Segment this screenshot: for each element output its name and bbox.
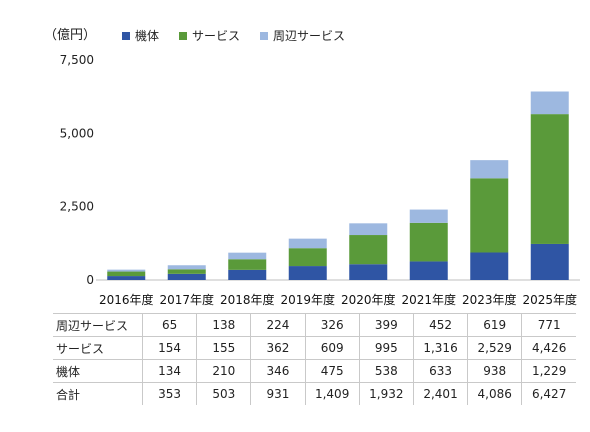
bar-segment: [107, 269, 146, 272]
table-cell: 931: [250, 382, 306, 405]
legend-label-peripheral-service: 周辺サービス: [273, 29, 346, 43]
bar-segment: [349, 235, 388, 265]
legend-item-airframe: 機体: [122, 27, 159, 44]
table-cell: 2,401: [412, 382, 469, 405]
table-row: 機体 134 210 346 475 538 633 938 1,229: [53, 359, 576, 383]
bar-segment: [167, 265, 206, 270]
table-cell: 134: [141, 359, 198, 383]
row-label: 合計: [53, 382, 143, 405]
table-cell: 65: [141, 313, 198, 337]
table-cell: 609: [304, 336, 360, 360]
table-row: 周辺サービス 65 138 224 326 399 452 619 771: [53, 313, 576, 337]
stacked-bar-chart: 0 2,500 5,000 7,500 2016年度 2017年度 2018年度 2019年度…: [60, 53, 580, 307]
table-cell: 771: [521, 313, 576, 337]
table-cell: 452: [412, 313, 469, 337]
table-cell: 155: [196, 336, 252, 360]
bar-segment: [228, 259, 267, 270]
bar-segment: [470, 160, 509, 179]
row-label: 周辺サービス: [53, 313, 143, 337]
bar-segment: [409, 222, 448, 262]
x-tick-label: 2016年度: [99, 292, 154, 307]
bar-segment: [228, 269, 267, 280]
bar-segment: [288, 248, 327, 267]
bar-segment: [167, 269, 206, 274]
bar-segment: [167, 273, 206, 280]
table-cell: 353: [141, 382, 198, 405]
table-cell: 154: [141, 336, 198, 360]
y-tick-label: 5,000: [60, 126, 94, 140]
bar-segment: [288, 238, 327, 249]
table-cell: 362: [250, 336, 306, 360]
legend: 機体 サービス 周辺サービス: [122, 27, 345, 44]
bar-segment: [107, 271, 146, 277]
table-cell: 538: [358, 359, 414, 383]
table-cell: 399: [358, 313, 414, 337]
bar-segment: [228, 252, 267, 260]
bar-segment: [530, 91, 569, 115]
legend-label-service: サービス: [192, 29, 241, 43]
table-cell: 224: [250, 313, 306, 337]
unit-label: （億円）: [44, 28, 97, 43]
bar-segment: [288, 266, 327, 280]
y-tick-label: 2,500: [60, 200, 94, 214]
table-cell: 619: [467, 313, 523, 337]
table-cell: 6,427: [521, 382, 576, 405]
bar-segment: [349, 264, 388, 280]
legend-item-peripheral-service: 周辺サービス: [260, 27, 345, 44]
bar-segment: [470, 178, 509, 253]
legend-label-airframe: 機体: [135, 29, 160, 43]
table-cell: 1,932: [358, 382, 414, 405]
legend-item-service: サービス: [179, 27, 240, 44]
x-tick-label: 2023年度: [462, 292, 517, 307]
legend-swatch-peripheral-service: [260, 31, 269, 40]
x-tick-label: 2018年度: [220, 292, 275, 307]
table-cell: 4,086: [467, 382, 523, 405]
table-cell: 210: [196, 359, 252, 383]
data-table: 周辺サービス 65 138 224 326 399 452 619 771 サー…: [53, 313, 576, 405]
table-cell: 633: [412, 359, 469, 383]
row-label: 機体: [53, 359, 143, 383]
bar-segment: [409, 261, 448, 280]
legend-swatch-service: [179, 31, 188, 40]
table-row: 合計 353 503 931 1,409 1,932 2,401 4,086 6…: [53, 382, 576, 405]
y-tick-label: 0: [86, 273, 94, 287]
table-cell: 995: [358, 336, 414, 360]
x-tick-label: 2017年度: [159, 292, 214, 307]
table-cell: 503: [196, 382, 252, 405]
bar-segment: [107, 276, 146, 280]
table-cell: 4,426: [521, 336, 576, 360]
bar-segment: [409, 209, 448, 223]
table-cell: 1,229: [521, 359, 576, 383]
row-label: サービス: [53, 336, 143, 360]
table-cell: 1,409: [304, 382, 360, 405]
table-cell: 2,529: [467, 336, 523, 360]
table-cell: 938: [467, 359, 523, 383]
bar-segment: [530, 114, 569, 244]
table-cell: 475: [304, 359, 360, 383]
bar-segment: [470, 252, 509, 280]
y-tick-label: 7,500: [60, 53, 94, 67]
x-tick-label: 2025年度: [522, 292, 577, 307]
x-tick-label: 2020年度: [341, 292, 396, 307]
table-cell: 326: [304, 313, 360, 337]
table-cell: 346: [250, 359, 306, 383]
bar-segment: [530, 243, 569, 280]
table-row: サービス 154 155 362 609 995 1,316 2,529 4,4…: [53, 336, 576, 360]
table-cell: 1,316: [412, 336, 469, 360]
x-tick-label: 2019年度: [280, 292, 335, 307]
legend-swatch-airframe: [122, 31, 130, 40]
bar-segment: [349, 223, 388, 236]
x-tick-label: 2021年度: [401, 292, 456, 307]
table-cell: 138: [196, 313, 252, 337]
